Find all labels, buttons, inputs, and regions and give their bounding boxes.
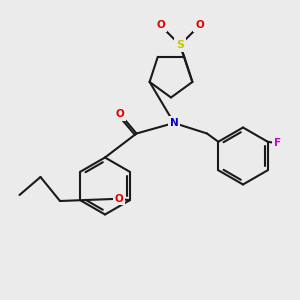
- Text: N: N: [169, 118, 178, 128]
- Text: S: S: [176, 40, 184, 50]
- Text: O: O: [116, 109, 124, 119]
- Text: O: O: [195, 20, 204, 31]
- Text: F: F: [274, 138, 281, 148]
- Text: O: O: [156, 20, 165, 31]
- Text: O: O: [115, 194, 124, 204]
